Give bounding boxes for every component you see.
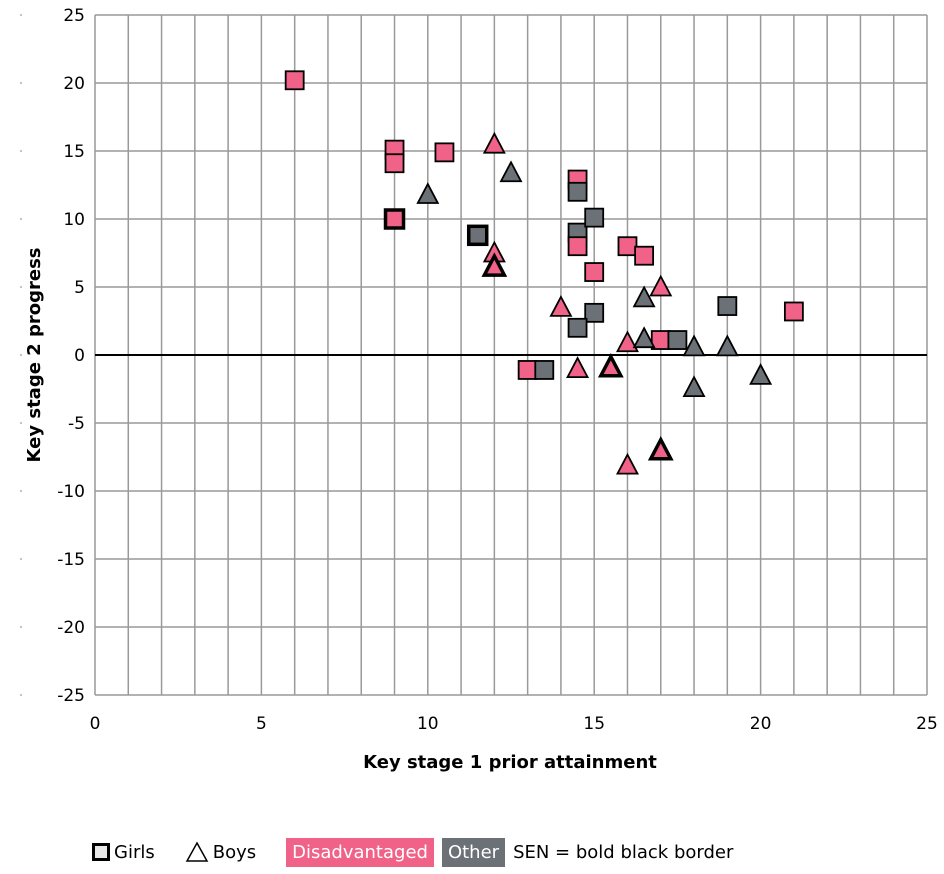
y-tick-label: 20 [63,74,85,94]
y-tick-label: 15 [63,142,85,162]
data-point-square [584,262,605,282]
data-point-triangle [615,330,639,353]
data-point-square [384,153,405,174]
data-point-triangle [649,274,673,297]
y-axis-label: Key stage 2 progress [24,248,45,463]
data-point-square [617,236,638,257]
data-point-triangle [682,375,706,398]
y-tick-label: 25 [63,6,85,26]
data-point-triangle [416,182,440,204]
y-tick-label: -5 [68,414,85,434]
y-tick-label: -20 [57,618,85,638]
legend-boys: Boys [185,841,256,863]
data-point-triangle [597,352,624,378]
data-point-square [434,142,455,163]
data-points [284,70,804,475]
data-point-square [567,236,588,257]
triangle-icon [185,841,209,862]
data-point-triangle [682,334,706,357]
data-point-square [584,207,605,228]
data-point-triangle [647,435,674,461]
y-tick-label: 5 [74,278,85,298]
data-point-square [783,301,804,322]
data-point-square [383,208,406,230]
legend-girls: Girls [92,842,155,863]
x-tick-label: 5 [256,714,267,734]
data-point-triangle [482,131,506,154]
data-point-triangle [499,160,523,183]
square-icon [92,843,110,861]
data-point-square [634,245,655,266]
data-point-square [534,360,555,380]
legend: Girls Boys Disadvantaged Other SEN = bol… [92,834,733,870]
legend-girls-label: Girls [114,841,155,863]
legend-boys-label: Boys [212,841,257,863]
x-tick-label: 25 [916,714,938,734]
axis-ticks: 0 5 10 15 20 25 25 20 15 10 5 0 -5 -10 -15 -20 -25 [20,6,938,734]
scatter-chart: 0 5 10 15 20 25 25 20 15 10 5 0 -5 -10 -15 -20 -25 Key s… [20,6,938,773]
legend-other: Other [441,837,506,867]
data-point-square [584,302,605,323]
data-point-triangle [615,452,639,475]
data-point-square [517,360,538,380]
x-tick-label: 15 [583,714,605,734]
data-point-triangle [566,356,590,379]
y-tick-label: -25 [57,686,85,706]
y-tick-label: 10 [63,210,85,230]
data-point-triangle [715,334,739,357]
data-point-triangle [632,326,656,349]
y-tick-label: 0 [74,346,85,366]
data-point-triangle [549,294,573,317]
legend-disadvantaged: Disadvantaged [286,837,434,867]
y-tick-label: -15 [57,550,85,570]
data-point-square [567,181,588,202]
data-point-square [717,296,738,316]
data-point-triangle [481,252,508,277]
y-tick-label: -10 [57,482,85,502]
data-point-square [284,70,305,91]
x-tick-label: 20 [750,714,772,734]
x-axis-label: Key stage 1 prior attainment [363,752,657,773]
data-point-square [567,317,588,338]
x-tick-label: 10 [417,714,439,734]
data-point-triangle [749,362,773,385]
legend-sen-note: SEN = bold black border [513,841,734,863]
data-point-square [667,330,688,350]
x-tick-label: 0 [90,714,101,734]
data-point-triangle [632,285,656,308]
data-point-square [466,224,489,247]
